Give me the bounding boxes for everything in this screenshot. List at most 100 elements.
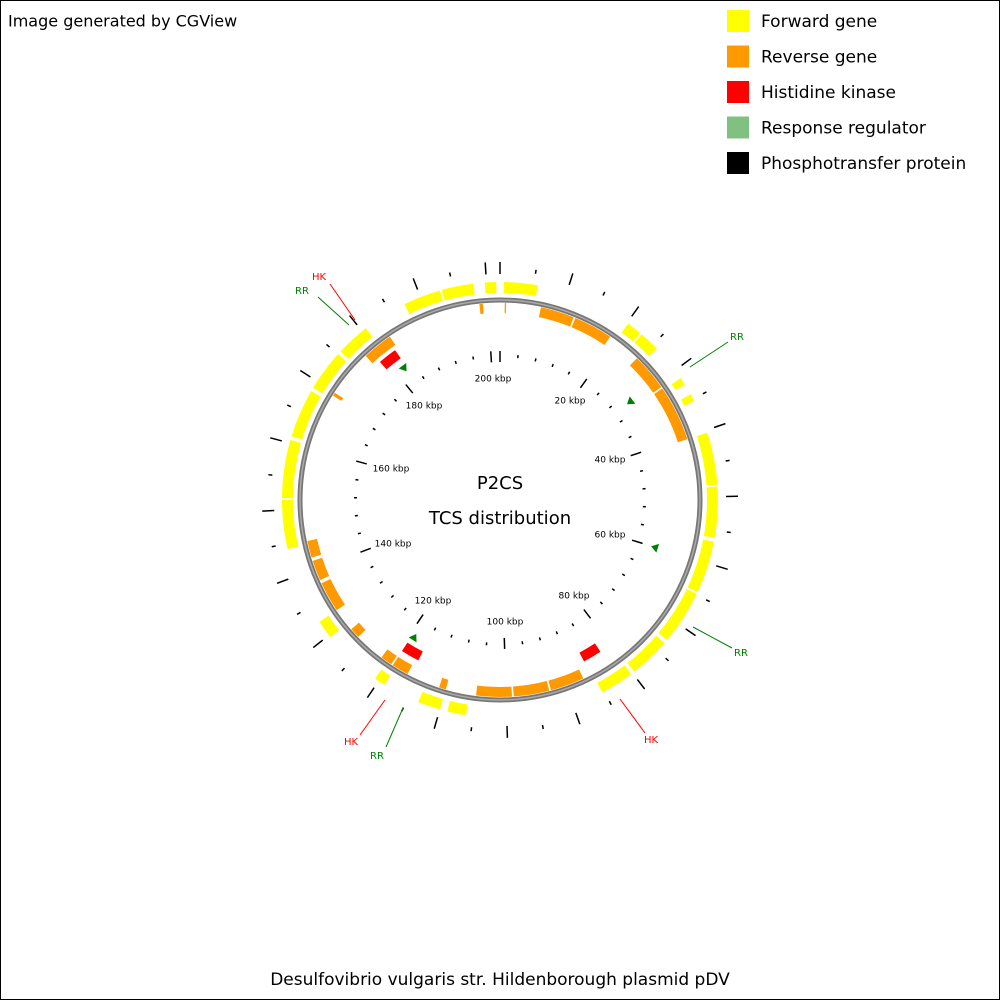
reverse-gene: [351, 622, 366, 637]
outer-tick: [602, 291, 606, 296]
annotation: HK: [644, 735, 659, 746]
inner-tick: [628, 435, 632, 439]
forward-gene: [418, 691, 443, 710]
legend-swatch: [727, 152, 749, 174]
outer-tick: [608, 700, 612, 706]
outer-tick: [412, 278, 419, 290]
forward-gene: [627, 635, 665, 672]
tick-label: 140 kbp: [375, 540, 412, 550]
tick-label: 40 kbp: [595, 456, 626, 466]
outer-tick: [541, 724, 544, 730]
inner-tick: [534, 358, 537, 362]
inner-tick: [390, 594, 395, 599]
tick-label: 100 kbp: [487, 618, 524, 628]
center-line: P2CS: [477, 473, 523, 494]
inner-tick: [472, 356, 475, 360]
legend-swatch: [727, 10, 749, 32]
annotations: HK RR RR RR HK HK RR: [295, 272, 748, 762]
forward-gene: [687, 539, 714, 593]
inner-tick: [596, 392, 600, 396]
legend-swatch: [727, 116, 749, 139]
caption: Desulfovibrio vulgaris str. Hildenboroug…: [270, 970, 730, 990]
tick-label: 160 kbp: [373, 465, 410, 475]
inner-tick: [467, 639, 470, 643]
inner-tick: [571, 623, 575, 627]
inner-tick: [599, 601, 603, 605]
outer-tick: [665, 657, 670, 662]
reverse-gene: [312, 557, 330, 581]
legend-label: Histidine kinase: [761, 83, 896, 103]
annotation: RR: [734, 648, 748, 659]
forward-gene: [658, 589, 697, 641]
forward-gene: [621, 323, 641, 342]
outer-tick: [341, 667, 346, 672]
annotation: HK: [312, 272, 327, 283]
outer-tick: [568, 273, 574, 286]
reverse-gene: [479, 303, 484, 315]
inner-tick: [579, 378, 588, 389]
histidine-kinase: [401, 642, 423, 661]
gene-tracks: [282, 282, 718, 716]
outer-tick: [262, 509, 275, 512]
ticks: [262, 262, 738, 738]
outer-tick: [326, 343, 331, 348]
reverse-gene: [538, 307, 574, 327]
inner-tick: [621, 573, 626, 577]
response-regulator: [398, 363, 407, 372]
forward-gene: [404, 290, 443, 314]
inner-tick: [611, 588, 616, 592]
tick-label: 180 kbp: [406, 402, 443, 412]
forward-gene: [282, 500, 299, 550]
annotation-line: [359, 699, 386, 736]
forward-gene: [319, 615, 340, 638]
inner-tick: [489, 351, 493, 363]
forward-gene: [671, 378, 685, 391]
reverse-gene: [365, 336, 396, 364]
legend-swatch: [727, 81, 749, 103]
annotation-line: [317, 296, 350, 326]
reverse-gene: [321, 579, 345, 611]
annotation-line: [329, 283, 356, 321]
forward-gene: [374, 669, 391, 685]
inner-tick: [379, 580, 383, 584]
inner-tick: [538, 637, 542, 641]
outer-tick: [705, 599, 711, 603]
forward-gene: [340, 328, 373, 359]
tick-labels: 200 kbp 20 kbp 40 kbp 60 kbp 80 kbp 100 …: [373, 375, 626, 628]
inner-tick: [382, 412, 386, 416]
tick-label: 80 kbp: [559, 592, 590, 602]
reverse-gene: [439, 677, 449, 690]
tick-label: 120 kbp: [415, 597, 452, 607]
outer-tick: [713, 422, 726, 429]
inner-tick: [437, 367, 441, 371]
outer-tick: [534, 269, 537, 274]
inner-tick: [360, 547, 371, 553]
forward-gene: [313, 354, 347, 394]
forward-gene: [282, 439, 302, 499]
outer-tick: [715, 565, 728, 571]
histidine-kinase: [379, 350, 401, 370]
reverse-gene: [513, 681, 550, 697]
outer-tick: [366, 687, 375, 699]
outer-tick: [381, 298, 386, 303]
tick-label: 60 kbp: [595, 531, 626, 541]
outer-tick: [660, 333, 665, 338]
outer-tick: [681, 357, 692, 367]
annotation-line: [689, 341, 729, 368]
outer-tick: [636, 679, 646, 690]
reverse-gene: [548, 669, 584, 691]
forward-gene: [597, 665, 632, 693]
inner-tick: [355, 460, 367, 465]
reverse-gene: [504, 303, 507, 314]
inner-tick: [450, 634, 453, 638]
forward-gene: [681, 394, 695, 407]
annotation: RR: [370, 751, 384, 762]
forward-gene: [696, 432, 718, 486]
inner-tick: [640, 523, 644, 526]
outer-tick: [726, 531, 731, 534]
inner-tick: [454, 360, 457, 365]
forward-gene: [634, 334, 657, 357]
